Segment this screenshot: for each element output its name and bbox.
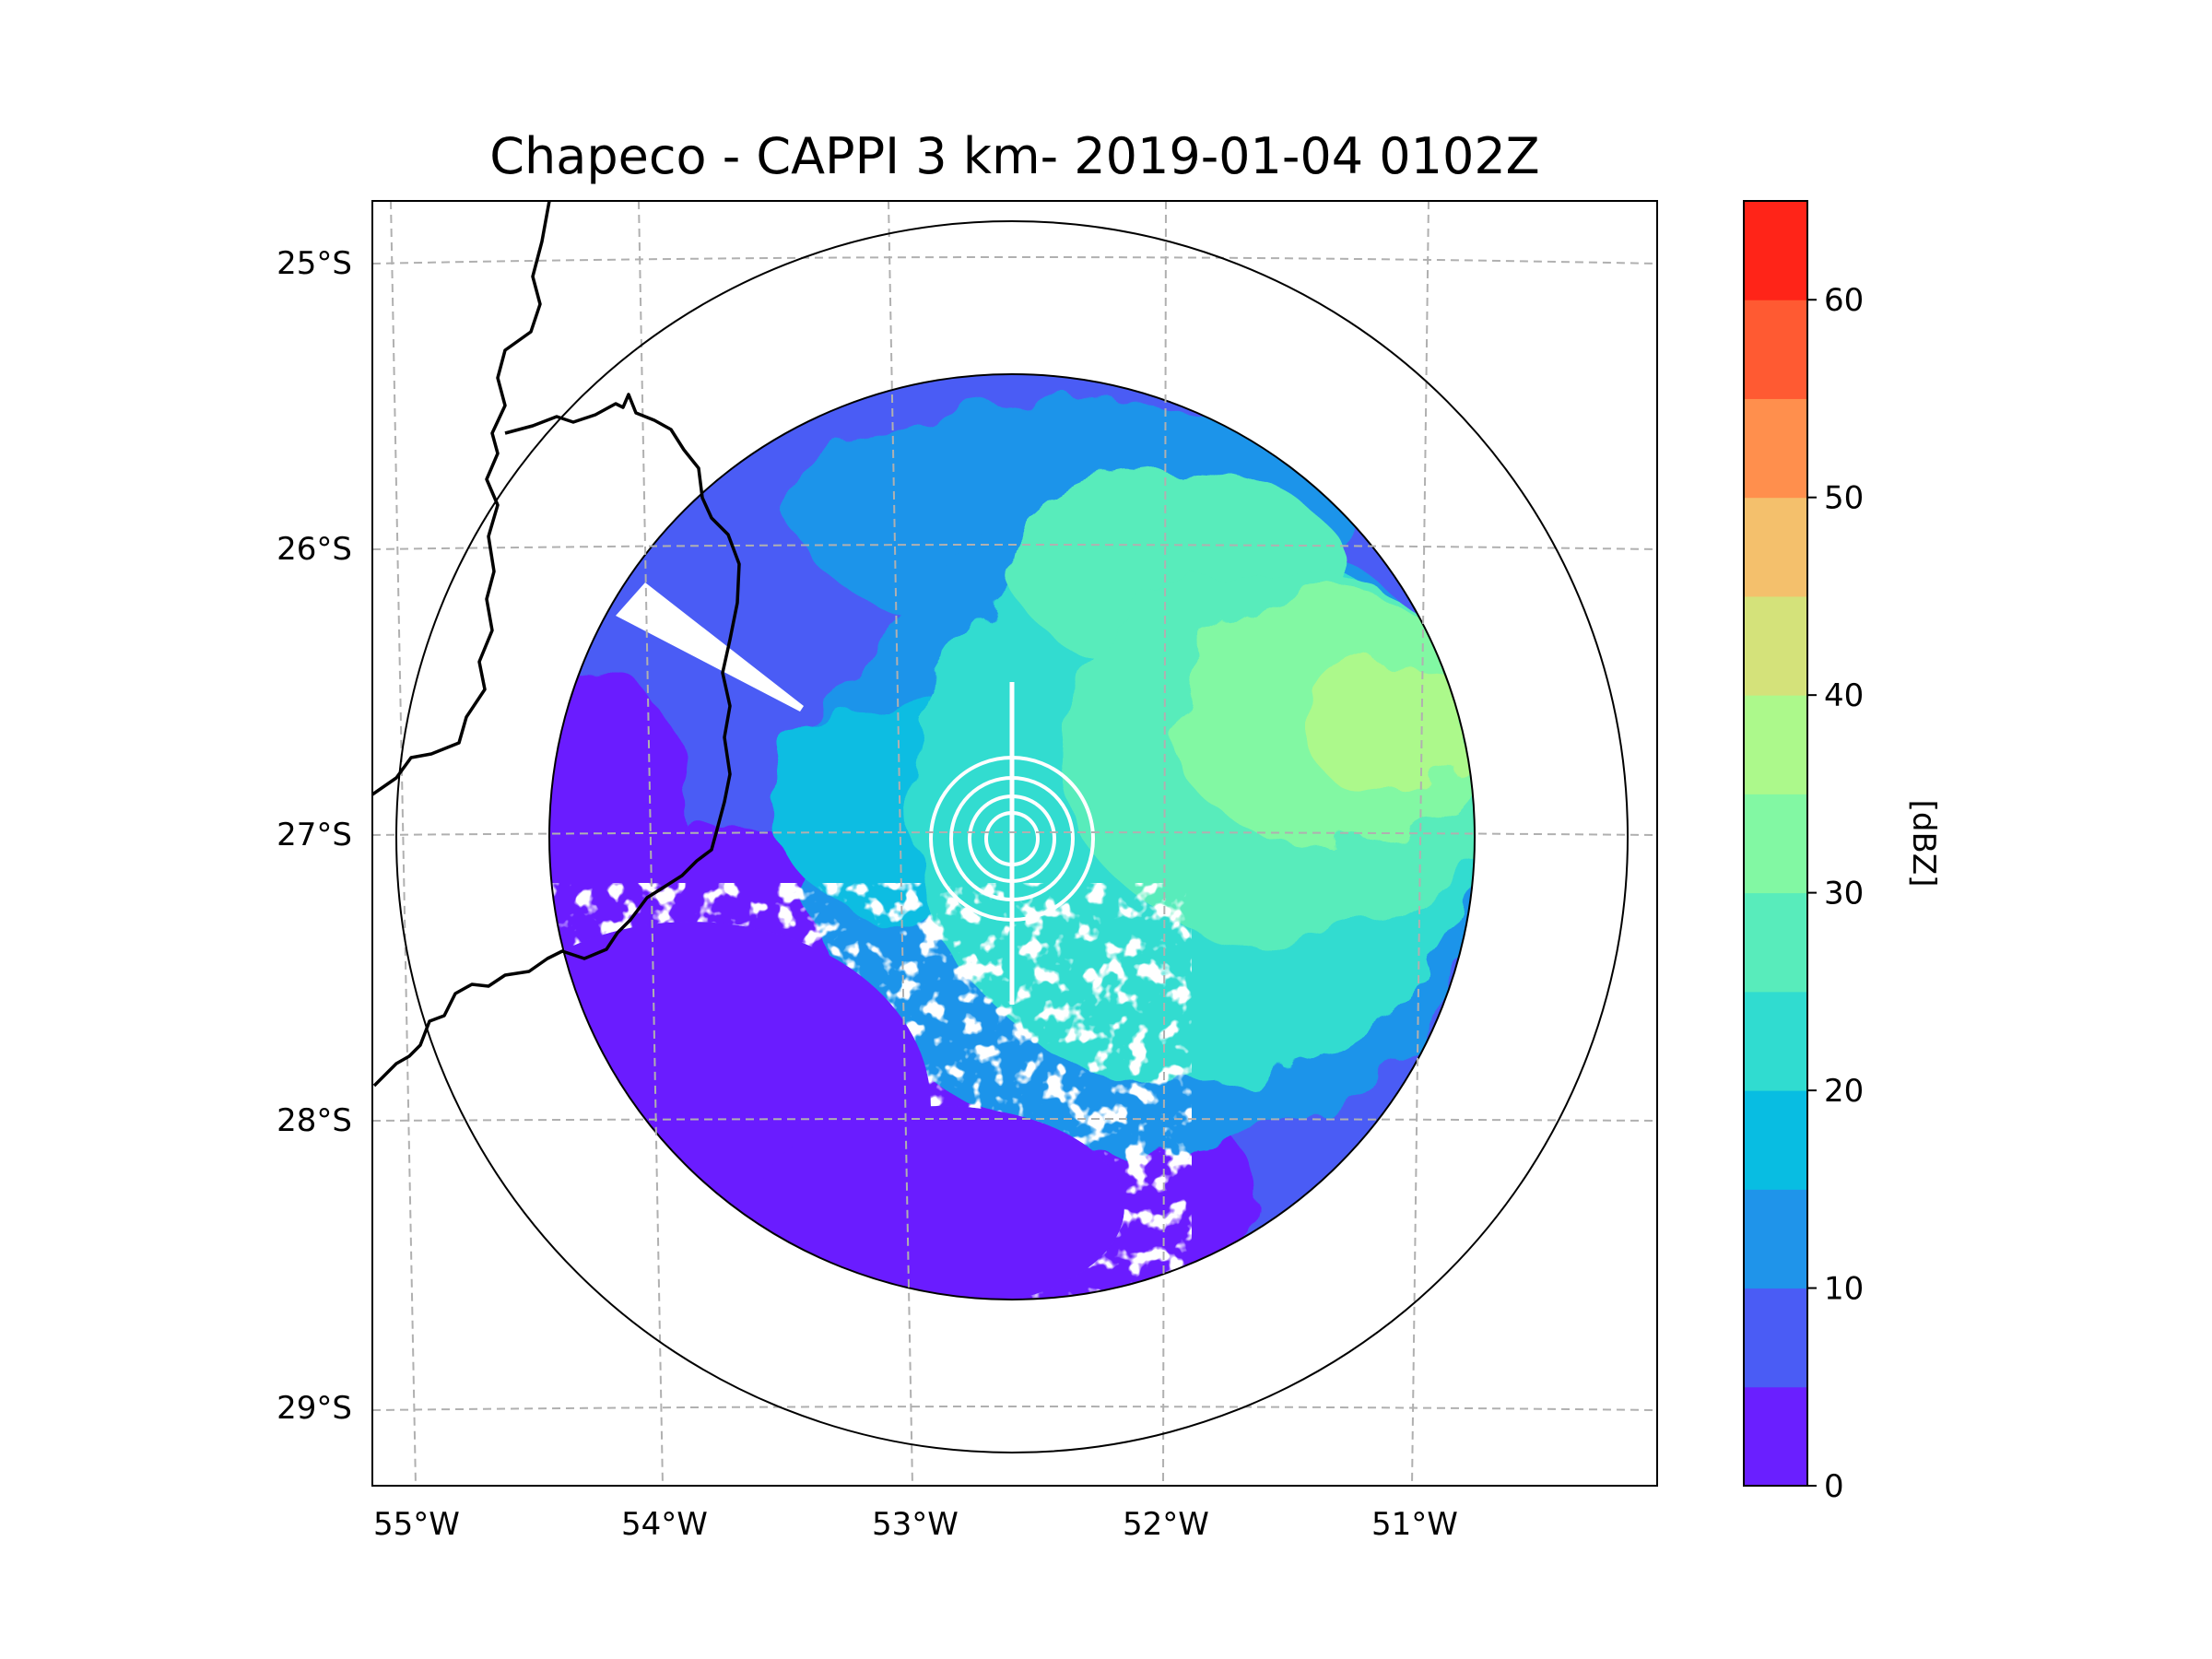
colorbar-segment bbox=[1744, 1288, 1807, 1388]
colorbar-segment bbox=[1744, 398, 1807, 499]
y-tick-label: 26°S bbox=[276, 531, 352, 568]
colorbar-segments bbox=[1744, 201, 1807, 1487]
axes-frame bbox=[371, 200, 1658, 1487]
y-axis-labels: 25°S 26°S 27°S 28°S 29°S bbox=[276, 245, 352, 1427]
colorbar-label: [dBZ] bbox=[1905, 800, 1942, 888]
colorbar-ticks: 0 10 20 30 40 50 60 bbox=[1807, 282, 1864, 1505]
x-tick-label: 53°W bbox=[872, 1506, 959, 1543]
colorbar-segment bbox=[1744, 201, 1807, 300]
colorbar-segment bbox=[1744, 1090, 1807, 1190]
x-tick-label: 52°W bbox=[1123, 1506, 1209, 1543]
colorbar-tick-label: 0 bbox=[1824, 1468, 1844, 1505]
y-tick-label: 29°S bbox=[276, 1390, 352, 1427]
colorbar-tick-label: 50 bbox=[1824, 480, 1864, 517]
colorbar-segment bbox=[1744, 695, 1807, 794]
country-borders bbox=[372, 201, 741, 1088]
colorbar-tick-label: 30 bbox=[1824, 876, 1864, 912]
colorbar-segment bbox=[1744, 794, 1807, 894]
colorbar-segment bbox=[1744, 497, 1807, 597]
colorbar-tick-label: 20 bbox=[1824, 1073, 1864, 1110]
colorbar: 0 10 20 30 40 50 60 [dBZ] bbox=[1743, 200, 1942, 1505]
y-tick-label: 27°S bbox=[276, 817, 352, 853]
x-axis-labels: 55°W 54°W 53°W 52°W 51°W bbox=[373, 1506, 1458, 1543]
colorbar-tick-label: 10 bbox=[1824, 1271, 1864, 1308]
x-tick-label: 51°W bbox=[1371, 1506, 1458, 1543]
x-tick-label: 54°W bbox=[621, 1506, 708, 1543]
colorbar-tick-label: 60 bbox=[1824, 282, 1864, 319]
colorbar-segment bbox=[1744, 1189, 1807, 1289]
x-tick-label: 55°W bbox=[373, 1506, 460, 1543]
y-tick-label: 25°S bbox=[276, 245, 352, 282]
colorbar-tick-label: 40 bbox=[1824, 677, 1864, 714]
colorbar-segment bbox=[1744, 1386, 1807, 1487]
colorbar-frame bbox=[1743, 200, 1808, 1487]
colorbar-segment bbox=[1744, 300, 1807, 399]
colorbar-segment bbox=[1744, 991, 1807, 1091]
y-tick-label: 28°S bbox=[276, 1102, 352, 1139]
range-ring-outer bbox=[395, 220, 1629, 1453]
chart-title: Chapeco - CAPPI 3 km- 2019-01-04 0102Z bbox=[489, 127, 1539, 185]
colorbar-segment bbox=[1744, 595, 1807, 696]
colorbar-segment bbox=[1744, 892, 1807, 993]
sweep-edge bbox=[548, 373, 1476, 1300]
